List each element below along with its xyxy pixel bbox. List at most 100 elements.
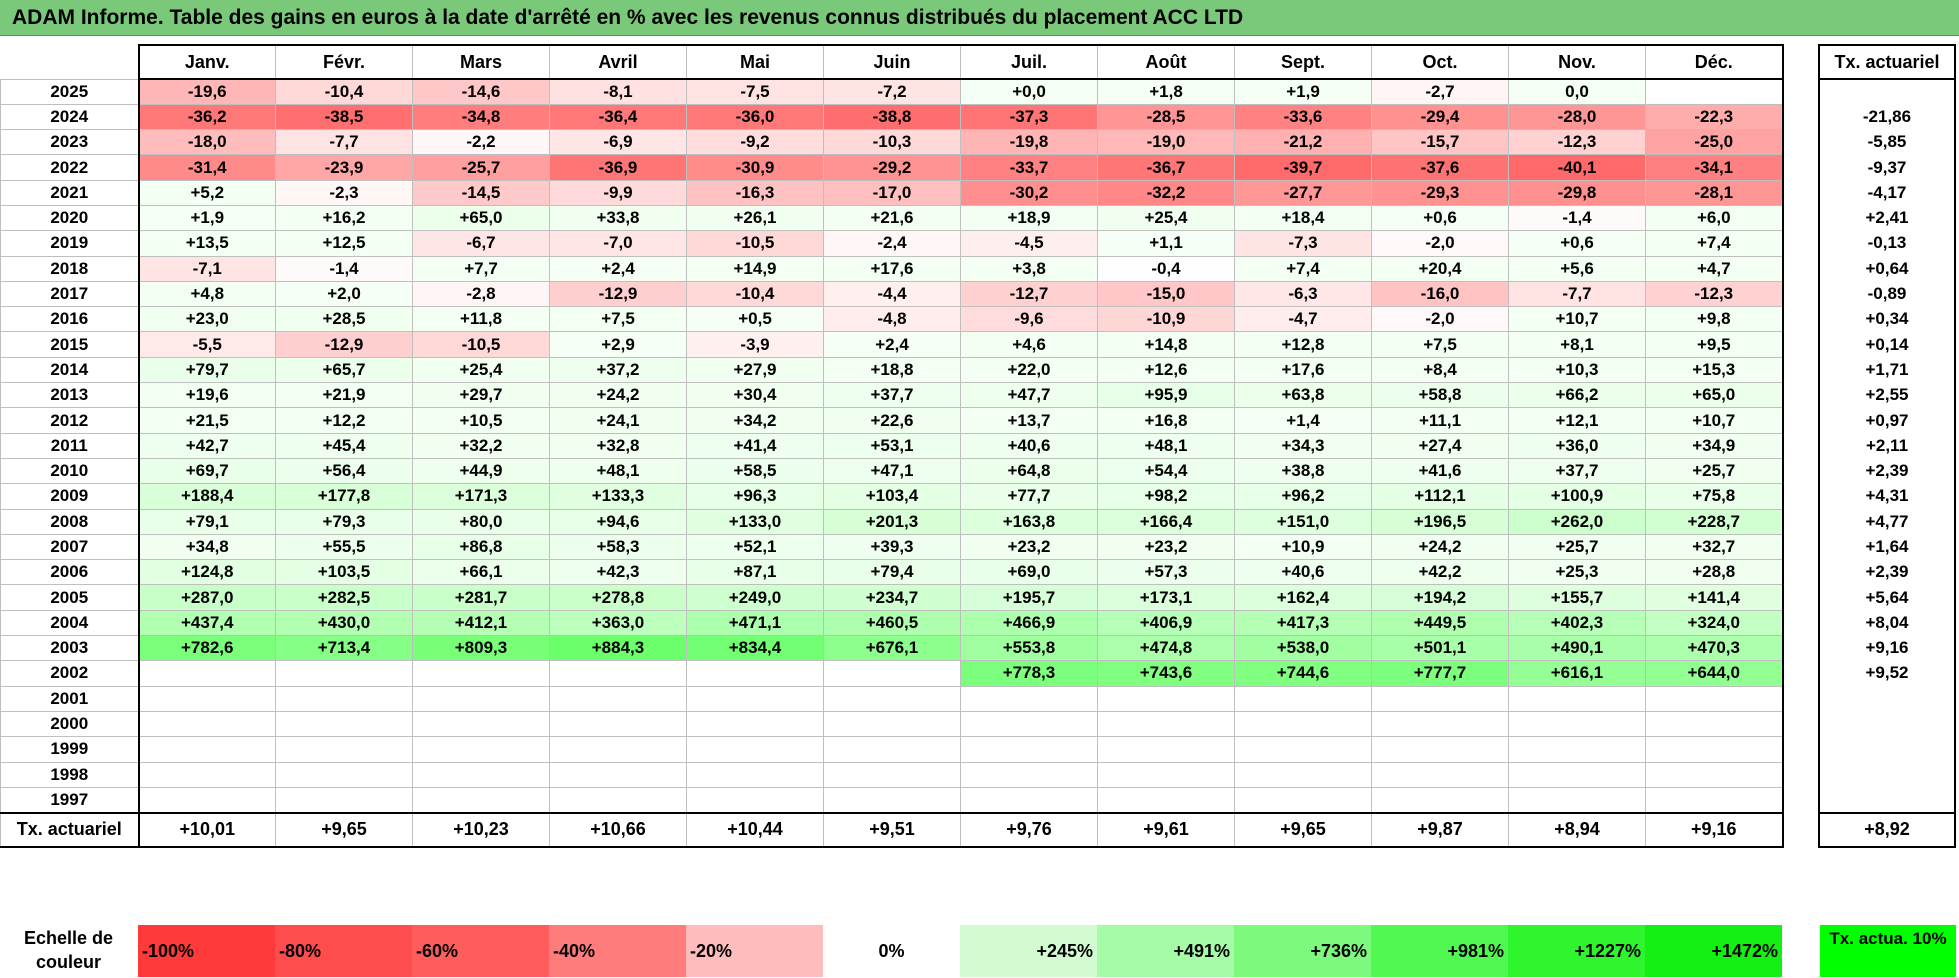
value-cell[interactable]: -9,9 bbox=[549, 179, 687, 206]
value-cell[interactable]: +28,8 bbox=[1645, 559, 1784, 586]
value-cell[interactable] bbox=[412, 761, 550, 788]
value-cell[interactable]: +79,7 bbox=[137, 356, 276, 384]
value-cell[interactable]: -19,8 bbox=[960, 129, 1098, 156]
value-cell[interactable]: +96,3 bbox=[686, 483, 824, 510]
value-cell[interactable] bbox=[1645, 786, 1784, 814]
value-cell[interactable]: -16,0 bbox=[1371, 280, 1509, 308]
value-cell[interactable]: -6,9 bbox=[549, 129, 687, 156]
value-cell[interactable]: +86,8 bbox=[412, 533, 550, 561]
value-cell[interactable]: +4,6 bbox=[960, 331, 1098, 358]
value-cell[interactable] bbox=[960, 761, 1098, 788]
value-cell[interactable]: +141,4 bbox=[1645, 584, 1784, 611]
value-cell[interactable] bbox=[1371, 710, 1509, 738]
value-cell[interactable] bbox=[412, 710, 550, 738]
value-cell[interactable]: +22,6 bbox=[823, 407, 961, 434]
value-cell[interactable]: -6,3 bbox=[1234, 280, 1372, 308]
value-cell[interactable]: -29,8 bbox=[1508, 179, 1646, 206]
value-cell[interactable]: +57,3 bbox=[1097, 559, 1235, 586]
value-cell[interactable]: +96,2 bbox=[1234, 483, 1372, 510]
value-cell[interactable]: +234,7 bbox=[823, 584, 961, 611]
value-cell[interactable]: -30,2 bbox=[960, 179, 1098, 206]
value-cell[interactable]: -36,4 bbox=[549, 103, 687, 131]
value-cell[interactable]: -2,8 bbox=[412, 280, 550, 308]
value-cell[interactable]: +24,2 bbox=[549, 382, 687, 409]
value-cell[interactable]: -15,7 bbox=[1371, 129, 1509, 156]
value-cell[interactable]: +11,1 bbox=[1371, 407, 1509, 434]
value-cell[interactable]: -2,2 bbox=[412, 129, 550, 156]
value-cell[interactable]: +34,2 bbox=[686, 407, 824, 434]
value-cell[interactable] bbox=[412, 736, 550, 763]
value-cell[interactable]: +37,7 bbox=[823, 382, 961, 409]
value-cell[interactable] bbox=[1645, 685, 1784, 712]
value-cell[interactable]: +282,5 bbox=[275, 584, 413, 611]
value-cell[interactable]: +56,4 bbox=[275, 457, 413, 485]
value-cell[interactable]: +23,2 bbox=[960, 533, 1098, 561]
value-cell[interactable] bbox=[1097, 710, 1235, 738]
value-cell[interactable]: -7,0 bbox=[549, 230, 687, 257]
value-cell[interactable] bbox=[960, 685, 1098, 712]
value-cell[interactable]: +13,7 bbox=[960, 407, 1098, 434]
value-cell[interactable]: -29,4 bbox=[1371, 103, 1509, 131]
value-cell[interactable] bbox=[1645, 736, 1784, 763]
value-cell[interactable]: +196,5 bbox=[1371, 508, 1509, 535]
value-cell[interactable] bbox=[275, 710, 413, 738]
value-cell[interactable]: +10,7 bbox=[1645, 407, 1784, 434]
value-cell[interactable]: +64,8 bbox=[960, 457, 1098, 485]
value-cell[interactable]: +63,8 bbox=[1234, 382, 1372, 409]
value-cell[interactable] bbox=[412, 786, 550, 814]
value-cell[interactable]: -0,4 bbox=[1097, 255, 1235, 282]
value-cell[interactable]: +34,8 bbox=[137, 533, 276, 561]
value-cell[interactable]: -25,0 bbox=[1645, 129, 1784, 156]
value-cell[interactable]: -12,7 bbox=[960, 280, 1098, 308]
value-cell[interactable]: +36,0 bbox=[1508, 432, 1646, 459]
value-cell[interactable]: +47,7 bbox=[960, 382, 1098, 409]
value-cell[interactable]: +54,4 bbox=[1097, 457, 1235, 485]
value-cell[interactable]: +41,4 bbox=[686, 432, 824, 459]
value-cell[interactable]: -2,0 bbox=[1371, 230, 1509, 257]
value-cell[interactable]: +0,0 bbox=[960, 78, 1098, 105]
value-cell[interactable]: +644,0 bbox=[1645, 660, 1784, 687]
value-cell[interactable]: +166,4 bbox=[1097, 508, 1235, 535]
value-cell[interactable]: +17,6 bbox=[823, 255, 961, 282]
value-cell[interactable]: -36,9 bbox=[549, 154, 687, 181]
value-cell[interactable]: +460,5 bbox=[823, 609, 961, 637]
value-cell[interactable]: -7,7 bbox=[1508, 280, 1646, 308]
value-cell[interactable]: -30,9 bbox=[686, 154, 824, 181]
value-cell[interactable]: +778,3 bbox=[960, 660, 1098, 687]
value-cell[interactable]: +2,4 bbox=[823, 331, 961, 358]
value-cell[interactable]: +9,5 bbox=[1645, 331, 1784, 358]
value-cell[interactable]: +42,3 bbox=[549, 559, 687, 586]
value-cell[interactable]: +30,4 bbox=[686, 382, 824, 409]
value-cell[interactable] bbox=[1508, 786, 1646, 814]
value-cell[interactable] bbox=[275, 736, 413, 763]
value-cell[interactable]: -19,6 bbox=[137, 78, 276, 105]
value-cell[interactable]: +25,3 bbox=[1508, 559, 1646, 586]
value-cell[interactable]: +65,0 bbox=[1645, 382, 1784, 409]
value-cell[interactable]: +25,7 bbox=[1645, 457, 1784, 485]
value-cell[interactable]: +7,5 bbox=[1371, 331, 1509, 358]
value-cell[interactable] bbox=[1508, 685, 1646, 712]
value-cell[interactable]: -10,3 bbox=[823, 129, 961, 156]
value-cell[interactable]: +162,4 bbox=[1234, 584, 1372, 611]
value-cell[interactable]: -10,4 bbox=[275, 78, 413, 105]
value-cell[interactable]: +21,6 bbox=[823, 204, 961, 232]
value-cell[interactable]: +430,0 bbox=[275, 609, 413, 637]
value-cell[interactable]: +79,3 bbox=[275, 508, 413, 535]
value-cell[interactable]: +24,1 bbox=[549, 407, 687, 434]
value-cell[interactable]: +177,8 bbox=[275, 483, 413, 510]
value-cell[interactable]: -12,3 bbox=[1645, 280, 1784, 308]
value-cell[interactable]: -10,5 bbox=[412, 331, 550, 358]
value-cell[interactable]: +188,4 bbox=[137, 483, 276, 510]
value-cell[interactable]: +38,8 bbox=[1234, 457, 1372, 485]
value-cell[interactable]: +17,6 bbox=[1234, 356, 1372, 384]
value-cell[interactable]: +29,7 bbox=[412, 382, 550, 409]
value-cell[interactable]: -8,1 bbox=[549, 78, 687, 105]
value-cell[interactable]: -2,3 bbox=[275, 179, 413, 206]
value-cell[interactable]: +58,5 bbox=[686, 457, 824, 485]
value-cell[interactable]: -39,7 bbox=[1234, 154, 1372, 181]
value-cell[interactable]: +42,2 bbox=[1371, 559, 1509, 586]
value-cell[interactable]: +12,6 bbox=[1097, 356, 1235, 384]
value-cell[interactable] bbox=[1645, 78, 1784, 105]
value-cell[interactable] bbox=[1234, 736, 1372, 763]
value-cell[interactable]: +103,5 bbox=[275, 559, 413, 586]
